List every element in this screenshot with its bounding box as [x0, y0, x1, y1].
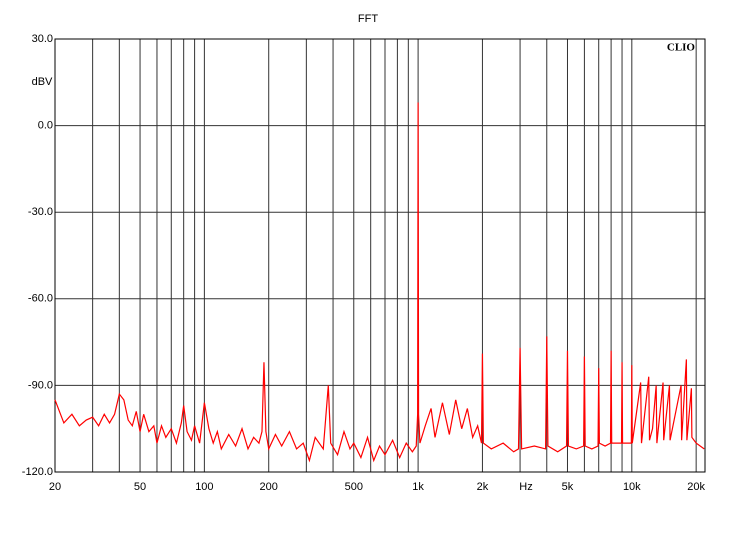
y-axis-label: dBV: [32, 76, 53, 88]
x-tick-label: 200: [260, 481, 278, 493]
brand-label: CLIO: [667, 42, 696, 54]
y-tick-label: 0.0: [38, 120, 53, 132]
x-tick-label: 1k: [412, 481, 424, 493]
y-tick-label: -120.0: [22, 466, 53, 478]
y-tick-label: 30.0: [32, 33, 53, 45]
y-tick-label: -60.0: [28, 293, 53, 305]
x-tick-label: 5k: [562, 481, 574, 493]
x-tick-label: 20k: [687, 481, 705, 493]
y-tick-label: -90.0: [28, 379, 53, 391]
x-tick-label: 10k: [623, 481, 641, 493]
x-axis-label: Hz: [519, 481, 532, 493]
y-tick-label: -30.0: [28, 206, 53, 218]
x-tick-label: 50: [134, 481, 146, 493]
fft-trace: [54, 102, 705, 463]
x-tick-label: 2k: [477, 481, 489, 493]
plot-frame: [54, 38, 706, 473]
x-tick-label: 20: [49, 481, 61, 493]
x-tick-label: 500: [345, 481, 363, 493]
chart-title: FFT: [358, 13, 378, 25]
x-tick-label: 100: [195, 481, 213, 493]
